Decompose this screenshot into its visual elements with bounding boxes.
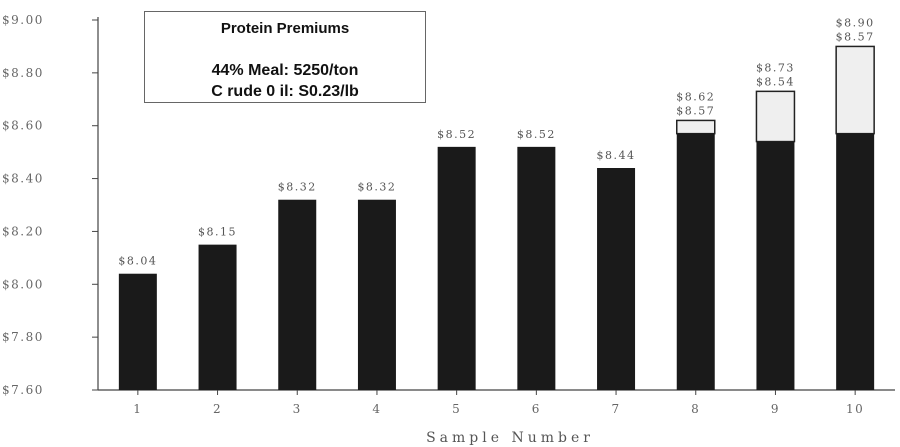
x-tick-label: 2 <box>213 402 222 416</box>
bar-premium-segment <box>835 45 875 135</box>
data-label-total: $8.52 <box>517 128 556 141</box>
legend-oil-premium: C rude 0 il: S0.23/lb <box>211 83 359 100</box>
bars <box>118 45 875 390</box>
y-tick-label: $8.80 <box>2 66 44 80</box>
data-label-base: $8.57 <box>676 104 715 117</box>
bar-premium-segment <box>676 119 716 135</box>
bar-base-segment <box>756 141 795 390</box>
data-label-total: $8.32 <box>357 181 396 194</box>
x-tick-label: 4 <box>372 402 381 416</box>
legend-box: Protein Premiums 44% Meal: 5250/ton C ru… <box>144 11 426 103</box>
data-label-total: $8.52 <box>437 128 476 141</box>
y-tick-label: $9.00 <box>2 13 44 27</box>
x-tick-label: 6 <box>532 402 541 416</box>
bar-base-segment <box>597 168 636 390</box>
bar-base-segment <box>357 199 396 390</box>
bar-premium-segment <box>755 90 796 143</box>
legend-title: Protein Premiums <box>220 20 350 37</box>
legend-meal-premium: 44% Meal: 5250/ton <box>211 62 359 79</box>
bar-base-segment <box>198 244 237 390</box>
data-label-total: $8.44 <box>597 149 636 162</box>
x-tick-label: 9 <box>771 402 780 416</box>
x-tick-label: 1 <box>133 402 142 416</box>
data-label-total: $8.15 <box>198 226 237 239</box>
data-labels: $8.04 $8.15 $8.32 $8.32 $8.52 $8.52 $8.44 $8.62… <box>118 16 875 268</box>
y-tick-label: $7.80 <box>2 330 44 344</box>
x-axis-title: Sample Number <box>426 430 594 446</box>
x-tick-label: 10 <box>846 402 864 416</box>
y-tick-label: $8.20 <box>2 224 44 238</box>
y-tick-label: $8.40 <box>2 172 44 186</box>
y-tick-label: $8.60 <box>2 119 44 133</box>
bar-base-segment <box>278 199 317 390</box>
data-label-base: $8.57 <box>836 30 875 43</box>
x-tick-label: 7 <box>611 402 620 416</box>
bar-base-segment <box>676 133 715 390</box>
data-label-base: $8.54 <box>756 75 795 88</box>
data-label-total: $8.73 <box>756 61 795 74</box>
x-tick-label: 8 <box>691 402 700 416</box>
data-label-total: $8.32 <box>278 181 317 194</box>
bar-base-segment <box>517 146 556 390</box>
x-tick-label: 5 <box>452 402 461 416</box>
y-tick-label: $7.60 <box>2 383 44 397</box>
data-label-total: $8.04 <box>118 255 157 268</box>
data-label-total: $8.62 <box>676 90 715 103</box>
x-tick-label: 3 <box>293 402 302 416</box>
y-tick-label: $8.00 <box>2 277 44 291</box>
x-axis-ticks: 1 2 3 4 5 6 7 8 9 10 <box>133 390 864 416</box>
bar-base-segment <box>836 133 875 390</box>
bar-base-segment <box>118 273 157 390</box>
data-label-total: $8.90 <box>836 16 875 29</box>
bar-base-segment <box>437 146 476 390</box>
y-axis-ticks: $7.60 $7.80 $8.00 $8.20 $8.40 $8.60 $8.80 $9.00 <box>2 13 98 397</box>
